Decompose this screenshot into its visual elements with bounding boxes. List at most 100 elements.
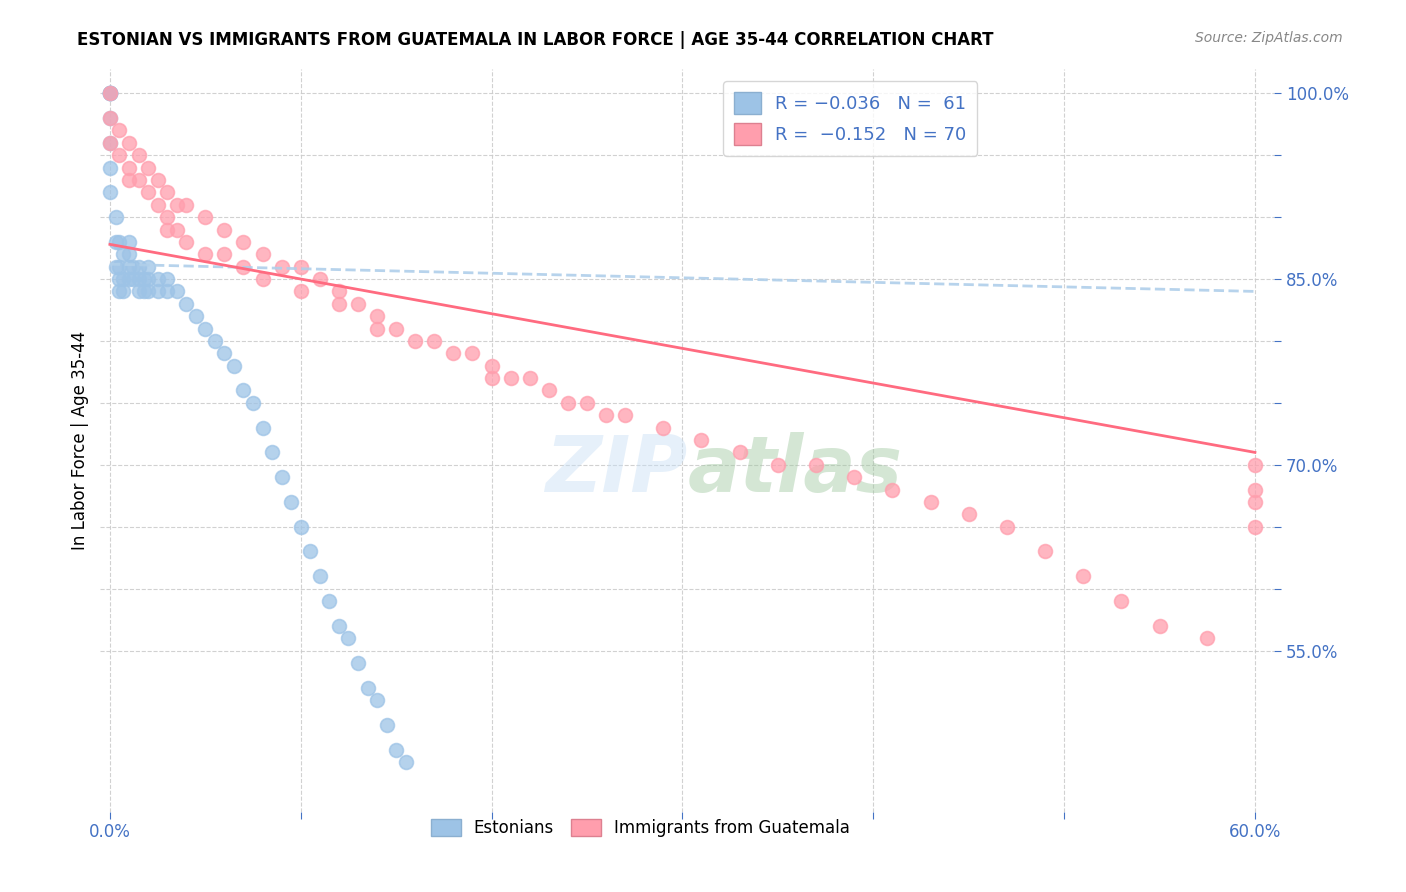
Point	[98, 136, 121, 150]
Point	[98, 161, 121, 175]
Point	[441, 346, 464, 360]
Point	[174, 198, 197, 212]
Point	[481, 371, 503, 385]
Point	[290, 260, 312, 274]
Point	[156, 272, 179, 286]
Point	[366, 693, 388, 707]
Point	[318, 594, 340, 608]
Point	[423, 334, 446, 348]
Point	[519, 371, 541, 385]
Point	[112, 285, 135, 299]
Point	[98, 136, 121, 150]
Point	[214, 222, 236, 236]
Point	[308, 272, 330, 286]
Point	[136, 186, 159, 200]
Point	[134, 272, 156, 286]
Point	[184, 309, 207, 323]
Point	[98, 111, 121, 125]
Point	[136, 260, 159, 274]
Point	[375, 718, 398, 732]
Point	[136, 285, 159, 299]
Point	[204, 334, 226, 348]
Point	[299, 544, 322, 558]
Point	[214, 247, 236, 261]
Point	[166, 198, 188, 212]
Point	[537, 384, 560, 398]
Point	[957, 508, 980, 522]
Point	[118, 161, 141, 175]
Point	[146, 173, 169, 187]
Point	[128, 272, 150, 286]
Text: Source: ZipAtlas.com: Source: ZipAtlas.com	[1195, 31, 1343, 45]
Point	[232, 384, 254, 398]
Point	[1071, 569, 1094, 583]
Point	[128, 260, 150, 274]
Point	[108, 123, 131, 137]
Point	[118, 272, 141, 286]
Point	[194, 210, 217, 224]
Point	[766, 458, 789, 472]
Point	[98, 87, 121, 101]
Point	[166, 222, 188, 236]
Point	[328, 297, 350, 311]
Point	[146, 285, 169, 299]
Point	[690, 433, 713, 447]
Point	[385, 321, 408, 335]
Point	[98, 87, 121, 101]
Point	[118, 235, 141, 249]
Point	[174, 297, 197, 311]
Point	[920, 495, 942, 509]
Point	[98, 87, 121, 101]
Point	[328, 285, 350, 299]
Point	[118, 260, 141, 274]
Point	[121, 260, 143, 274]
Point	[308, 569, 330, 583]
Point	[995, 519, 1018, 533]
Point	[347, 297, 370, 311]
Point	[347, 656, 370, 670]
Point	[1244, 458, 1267, 472]
Point	[156, 186, 179, 200]
Point	[1111, 594, 1133, 608]
Point	[232, 260, 254, 274]
Point	[262, 445, 284, 459]
Point	[614, 409, 637, 423]
Point	[112, 247, 135, 261]
Text: ESTONIAN VS IMMIGRANTS FROM GUATEMALA IN LABOR FORCE | AGE 35-44 CORRELATION CHA: ESTONIAN VS IMMIGRANTS FROM GUATEMALA IN…	[77, 31, 994, 49]
Point	[98, 186, 121, 200]
Point	[118, 173, 141, 187]
Point	[290, 519, 312, 533]
Point	[108, 148, 131, 162]
Point	[166, 285, 188, 299]
Point	[108, 260, 131, 274]
Point	[1197, 631, 1219, 645]
Point	[652, 420, 675, 434]
Point	[108, 285, 131, 299]
Point	[98, 87, 121, 101]
Point	[499, 371, 522, 385]
Point	[252, 247, 274, 261]
Point	[128, 285, 150, 299]
Point	[121, 272, 143, 286]
Point	[290, 285, 312, 299]
Point	[844, 470, 866, 484]
Point	[118, 247, 141, 261]
Point	[595, 409, 617, 423]
Point	[1244, 519, 1267, 533]
Point	[366, 309, 388, 323]
Point	[395, 755, 418, 769]
Point	[1244, 483, 1267, 497]
Point	[252, 420, 274, 434]
Point	[146, 272, 169, 286]
Point	[104, 235, 127, 249]
Point	[104, 210, 127, 224]
Point	[156, 285, 179, 299]
Point	[98, 87, 121, 101]
Point	[194, 247, 217, 261]
Point	[174, 235, 197, 249]
Point	[404, 334, 426, 348]
Point	[134, 285, 156, 299]
Point	[108, 272, 131, 286]
Point	[728, 445, 751, 459]
Text: atlas: atlas	[688, 432, 903, 508]
